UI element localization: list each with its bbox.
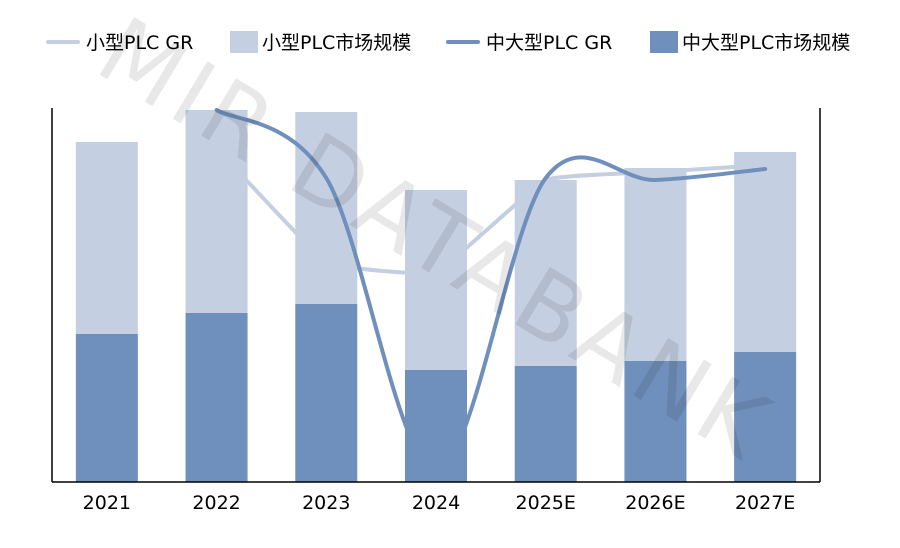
bar-small-2021: [75, 142, 138, 334]
line-large-mid-gr: [214, 108, 768, 473]
x-tick-label: 2024: [412, 492, 460, 514]
axes: [51, 108, 821, 483]
bar-small-2027E: [734, 152, 797, 352]
bar-large-mid-2021: [75, 334, 138, 482]
bar-large-mid-2023: [295, 304, 358, 482]
legend-label: 中大型PLC市场规模: [682, 32, 850, 54]
legend: 小型PLC GR 小型PLC市场规模 中大型PLC GR 中大型PLC市场规模: [46, 31, 850, 54]
x-tick-labels: 2021 2022 2023 2024 2025E 2026E 2027E: [83, 492, 796, 514]
line-small-gr: [214, 146, 768, 276]
bar-small-2024: [405, 190, 467, 370]
x-tick-label: 2022: [192, 492, 240, 514]
bar-large-mid-2024: [405, 370, 467, 482]
legend-label: 中大型PLC GR: [486, 32, 612, 54]
bars: [75, 110, 797, 482]
legend-rect-swatch: [650, 31, 678, 53]
lines: [214, 108, 768, 473]
bar-large-mid-2025E: [514, 366, 577, 482]
legend-label: 小型PLC市场规模: [262, 32, 411, 54]
bar-small-2022: [185, 110, 248, 313]
bar-large-mid-2027E: [734, 352, 797, 482]
x-tick-label: 2023: [302, 492, 350, 514]
bar-large-mid-2026E: [624, 361, 687, 482]
x-tick-label: 2021: [83, 492, 131, 514]
x-tick-label: 2026E: [625, 492, 685, 514]
bar-large-mid-2022: [185, 313, 248, 482]
x-tick-label: 2025E: [516, 492, 576, 514]
bar-small-2025E: [514, 180, 577, 366]
bar-small-2026E: [624, 168, 687, 361]
bar-small-2023: [295, 112, 358, 304]
legend-label: 小型PLC GR: [86, 32, 193, 54]
x-tick-label: 2027E: [735, 492, 795, 514]
legend-rect-swatch: [230, 31, 258, 53]
